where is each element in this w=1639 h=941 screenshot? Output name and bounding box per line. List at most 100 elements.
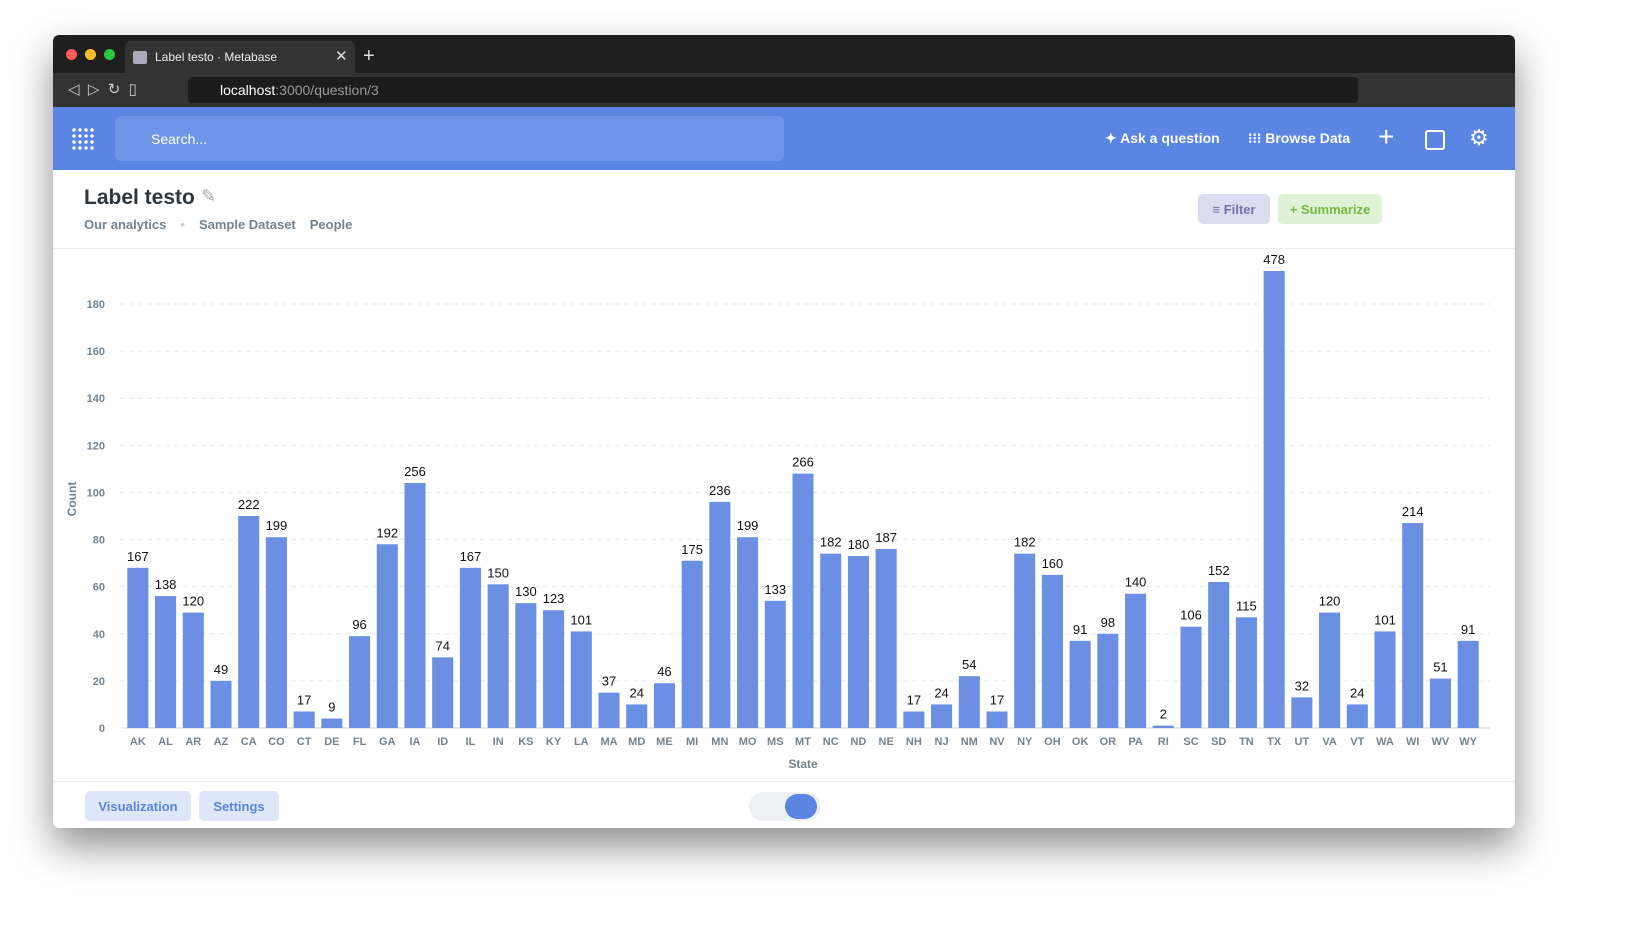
- data-label: 37: [602, 674, 616, 689]
- edit-icon[interactable]: ✎: [201, 186, 217, 206]
- bar: [238, 516, 260, 728]
- data-label: 24: [1350, 685, 1364, 700]
- summarize-text: Summarize: [1300, 201, 1371, 217]
- data-label: 17: [907, 693, 921, 708]
- x-tick-label: NE: [879, 736, 894, 748]
- x-tick-label: WV: [1432, 736, 1450, 748]
- bar: [1235, 617, 1257, 728]
- bar: [1069, 640, 1091, 728]
- x-tick-label: NY: [1017, 736, 1033, 748]
- x-tick-label: MN: [711, 736, 728, 748]
- crumb[interactable]: Our analytics: [84, 217, 167, 232]
- tab-title: Label testo · Metabase: [155, 50, 278, 64]
- bar: [792, 473, 814, 728]
- data-label: 101: [570, 612, 592, 627]
- data-label: 167: [460, 549, 482, 564]
- tab-close[interactable]: ✕: [335, 48, 348, 65]
- data-label: 222: [238, 497, 260, 512]
- bar: [432, 657, 454, 728]
- url-path: :3000/question/3: [275, 82, 379, 98]
- data-label: 120: [182, 594, 204, 609]
- visualization-button[interactable]: Visualization: [85, 791, 191, 821]
- data-label: 49: [214, 662, 228, 677]
- x-tick-label: NC: [823, 736, 839, 748]
- data-label: 115: [1236, 598, 1257, 613]
- filter-text: Filter: [1223, 201, 1256, 217]
- bar: [1291, 697, 1313, 728]
- search-box[interactable]: Search...: [115, 116, 784, 161]
- bar: [1097, 633, 1119, 728]
- url-field[interactable]: localhost:3000/question/3: [188, 77, 1358, 103]
- bar: [459, 567, 481, 728]
- data-label: 138: [155, 577, 177, 592]
- browse-text: Browse Data: [1265, 130, 1351, 146]
- settings-button[interactable]: ⚙: [1469, 125, 1489, 150]
- settings-footer-button[interactable]: Settings: [199, 791, 279, 821]
- x-tick-label: NV: [989, 736, 1005, 748]
- logo[interactable]: [71, 127, 95, 151]
- bar: [376, 544, 398, 728]
- bar: [515, 603, 537, 728]
- y-tick-label: 80: [93, 535, 105, 547]
- x-tick-label: CA: [241, 736, 257, 748]
- sql-button[interactable]: [1425, 130, 1445, 150]
- browse-data[interactable]: ⁝⁝⁝ Browse Data: [1248, 130, 1351, 146]
- x-tick-label: OK: [1072, 736, 1089, 748]
- x-tick-label: SC: [1183, 736, 1198, 748]
- data-label: 140: [1125, 575, 1147, 590]
- max-dot[interactable]: [104, 49, 115, 60]
- visualization-text: Visualization: [98, 798, 178, 814]
- data-label: 182: [820, 535, 842, 550]
- bar: [1263, 271, 1285, 728]
- chart-toggle[interactable]: [785, 794, 817, 819]
- filter-button[interactable]: ≡ Filter: [1198, 194, 1270, 224]
- url-host: localhost: [220, 82, 276, 98]
- close-dot[interactable]: [66, 49, 77, 60]
- data-label: 256: [404, 464, 426, 479]
- data-label: 17: [297, 693, 311, 708]
- x-tick-label: NM: [961, 736, 978, 748]
- bar: [265, 537, 287, 728]
- url: localhost:3000/question/3: [220, 82, 379, 98]
- crumb[interactable]: Sample Dataset: [198, 217, 296, 232]
- data-label: 32: [1295, 678, 1309, 693]
- bar: [127, 567, 149, 728]
- bar: [1208, 581, 1230, 728]
- data-label: 236: [709, 483, 731, 498]
- bar: [847, 556, 869, 728]
- new-tab[interactable]: +: [363, 45, 375, 67]
- data-label: 167: [127, 549, 149, 564]
- nav-buttons[interactable]: ◁ ▷ ↻ ▯: [68, 81, 137, 98]
- data-label: 98: [1101, 615, 1115, 630]
- crumb[interactable]: People: [309, 217, 353, 232]
- divider: [53, 248, 1515, 249]
- x-tick-label: IA: [410, 736, 421, 748]
- data-label: 96: [352, 617, 366, 632]
- y-tick-label: 20: [93, 676, 105, 688]
- min-dot[interactable]: [85, 49, 96, 60]
- bar: [155, 596, 177, 728]
- ask-question[interactable]: ✦ Ask a question: [1105, 130, 1220, 146]
- x-tick-label: VA: [1322, 736, 1337, 748]
- data-label: 101: [1374, 612, 1396, 627]
- bar: [958, 676, 980, 728]
- y-tick-label: 0: [99, 723, 105, 735]
- bar: [1402, 523, 1424, 728]
- bar: [570, 631, 592, 728]
- bar: [321, 718, 343, 728]
- bar: [1125, 593, 1147, 728]
- data-label: 192: [376, 525, 398, 540]
- data-label: 214: [1402, 504, 1424, 519]
- x-tick-label: KS: [518, 736, 533, 748]
- summarize-button[interactable]: + Summarize: [1278, 194, 1382, 224]
- x-tick-label: SD: [1211, 736, 1226, 748]
- tab[interactable]: Label testo · Metabase ✕: [125, 41, 355, 73]
- divider: [53, 781, 1515, 782]
- data-label: 9: [328, 700, 335, 715]
- x-tick-label: FL: [353, 736, 367, 748]
- data-label: 150: [487, 565, 509, 580]
- x-tick-label: IL: [466, 736, 476, 748]
- bar: [764, 600, 786, 728]
- new-button[interactable]: +: [1378, 121, 1395, 152]
- view-toggle[interactable]: [749, 792, 821, 821]
